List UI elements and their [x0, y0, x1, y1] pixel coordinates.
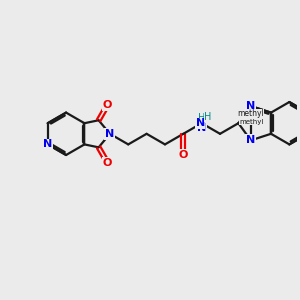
Text: N: N	[246, 135, 256, 145]
Text: N: N	[246, 101, 256, 111]
Text: N: N	[105, 129, 115, 139]
Text: N: N	[196, 118, 205, 128]
Text: O: O	[178, 150, 188, 160]
Text: H: H	[205, 112, 212, 122]
Text: methyl: methyl	[238, 109, 264, 118]
Text: methyl: methyl	[239, 119, 264, 125]
Text: N: N	[43, 140, 52, 149]
Text: N: N	[197, 123, 206, 133]
Text: H: H	[198, 113, 206, 123]
Text: O: O	[103, 158, 112, 168]
Text: O: O	[103, 100, 112, 110]
